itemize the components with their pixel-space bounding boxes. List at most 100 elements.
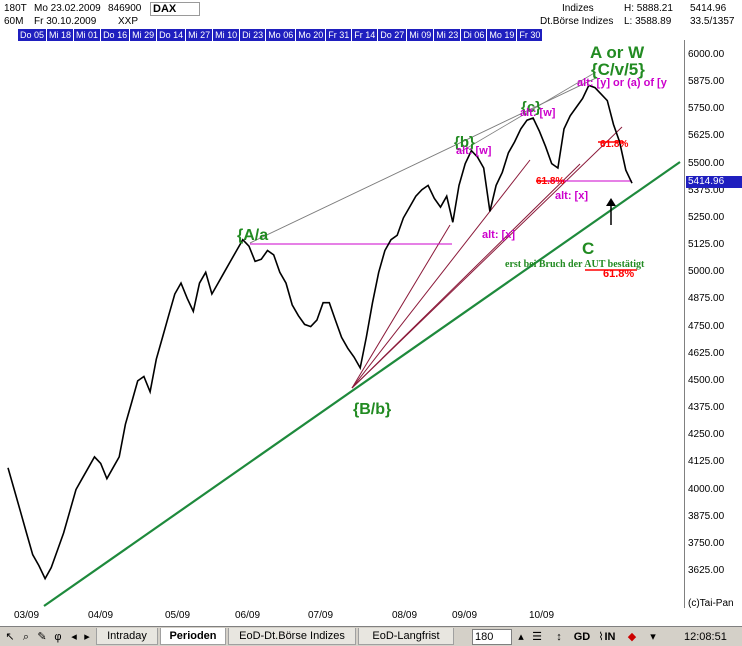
x-tick-label: 09/09 <box>452 610 478 621</box>
clock: 12:08:51 <box>684 631 727 643</box>
annotation-alt-w: alt: [w] <box>456 145 492 157</box>
annotation-alt-y: alt: [y] or (a) of [y <box>577 77 668 89</box>
in-button[interactable]: IN <box>604 631 616 643</box>
date-strip-item: Do 05 <box>18 29 47 41</box>
y-tick-label: 4750.00 <box>688 320 725 332</box>
annotation-alt-w-top: alt: [w] <box>520 107 556 119</box>
date-strip-item: Mi 01 <box>74 29 101 41</box>
pointer-tool-icon[interactable]: ↖ <box>5 631 15 643</box>
x-tick-label: 05/09 <box>165 610 191 621</box>
zoom-tool-icon[interactable]: ⌕ <box>22 631 30 643</box>
y-tick-label: 5875.00 <box>688 76 725 88</box>
scroll-left-icon[interactable]: ◂ <box>71 631 77 643</box>
to-date: Fr 30.10.2009 <box>34 16 97 27</box>
color-scheme-icon[interactable]: ◆ <box>627 631 637 643</box>
ruler-icon[interactable]: ↕ <box>556 631 562 643</box>
up-arrow-icon <box>606 198 616 225</box>
annotation-c: {c} <box>521 99 541 116</box>
tab-eod-langfrist[interactable]: EoD-Langfrist <box>358 628 454 645</box>
y-tick-label: 5250.00 <box>688 211 725 223</box>
x-tick-label: 03/09 <box>14 610 40 621</box>
group-label: Indizes <box>562 3 594 14</box>
y-tick-label: 4625.00 <box>688 347 725 359</box>
annotation-alt-x-1: alt: [x] <box>555 190 588 202</box>
y-tick-label: 5375.00 <box>688 184 725 196</box>
collapse-icon[interactable]: ▾ <box>650 631 656 643</box>
bottom-toolbar: ↖ ⌕ ✎ φ ◂ ▸ Intraday Perioden EoD-Dt.Bör… <box>0 626 742 646</box>
y-tick-label: 4125.00 <box>688 456 725 468</box>
last-price-flag: 5414.96 <box>686 176 742 189</box>
y-tick-label: 4375.00 <box>688 402 725 414</box>
annotation-aa: {A/a <box>237 227 268 244</box>
chart-header: 180T Mo 23.02.2009 846900 DAX 60M Fr 30.… <box>0 0 742 30</box>
last-price: 5414.96 <box>690 3 727 14</box>
x-tick-label: 04/09 <box>88 610 114 621</box>
annotation-b: {b} <box>454 134 475 151</box>
gd-button[interactable]: GD <box>573 631 591 643</box>
upper-channel-line-2 <box>461 71 597 152</box>
interval-label-2: 60M <box>4 16 24 27</box>
y-tick-label: 4875.00 <box>688 293 725 305</box>
date-strip-item: Fr 31 <box>326 29 352 41</box>
price-chart[interactable]: A or W {C/v/5} alt: [y] or (a) of [y {c}… <box>0 40 684 608</box>
date-strip-item: Di 23 <box>240 29 266 41</box>
time-axis: 03/09 04/09 05/09 06/09 07/09 08/09 09/09 10/09 <box>0 608 684 624</box>
price-axis: 3625.00 3750.00 3875.00 4000.00 4125.00 4250.… <box>684 40 742 608</box>
y-tick-label: 4000.00 <box>688 483 725 495</box>
x-tick-label: 07/09 <box>308 610 334 621</box>
annotation-alt-x-2: alt: [x] <box>482 229 515 241</box>
y-tick-label: 4500.00 <box>688 374 725 386</box>
low-label: L: 3588.89 <box>624 16 672 27</box>
annotation-pct-2: 61.8% <box>536 176 564 187</box>
settings-icon[interactable]: ☰ <box>532 631 542 643</box>
tab-eod-dt-boerse[interactable]: EoD-Dt.Börse Indizes <box>228 628 356 645</box>
date-strip-item: Do 14 <box>157 29 186 41</box>
annotation-cvs: {C/v/5} <box>591 60 645 79</box>
ratio-label: 33.5/1357 <box>690 16 735 27</box>
y-tick-label: 3625.00 <box>688 565 725 576</box>
date-strip-item: Fr 30 <box>517 29 543 41</box>
date-strip-item: Mo 19 <box>487 29 517 41</box>
interval-up-icon[interactable]: ▴ <box>518 631 524 643</box>
date-strip-item: Mi 27 <box>186 29 213 41</box>
annotation-a-or-w: A or W <box>590 43 645 62</box>
indicator-icon[interactable]: ⌇ <box>598 631 604 643</box>
fibonacci-tool-icon[interactable]: φ <box>54 631 62 643</box>
date-strip-item: Do 27 <box>378 29 407 41</box>
date-strip-item: Do 16 <box>101 29 130 41</box>
annotation-pct-1: 61.8% <box>600 139 628 150</box>
y-tick-label: 5750.00 <box>688 103 725 115</box>
date-strip-item: Mi 18 <box>47 29 74 41</box>
tab-perioden[interactable]: Perioden <box>160 628 226 645</box>
annotation-bb: {B/b} <box>353 401 391 418</box>
date-strip-item: Mi 29 <box>130 29 157 41</box>
upper-channel-line <box>249 77 597 244</box>
date-strip-item: Mi 23 <box>434 29 461 41</box>
date-strip-item: Mi 09 <box>407 29 434 41</box>
tab-intraday[interactable]: Intraday <box>96 628 158 645</box>
y-tick-label: 5500.00 <box>688 157 725 169</box>
x-tick-label: 08/09 <box>392 610 418 621</box>
draw-tool-icon[interactable]: ✎ <box>37 631 47 643</box>
date-strip-item: Mi 10 <box>213 29 240 41</box>
exchange-label: XXP <box>118 16 139 27</box>
copyright-label: (c)Tai-Pan <box>688 598 734 609</box>
date-strip-item: Fr 14 <box>352 29 378 41</box>
date-strip-item: Di 06 <box>461 29 487 41</box>
support-trendline <box>43 161 681 607</box>
symbol-title[interactable]: DAX <box>150 2 200 16</box>
high-label: H: 5888.21 <box>624 3 673 14</box>
interval-label: 180T <box>4 3 27 14</box>
scroll-right-icon[interactable]: ▸ <box>84 631 90 643</box>
y-tick-label: 3750.00 <box>688 537 725 549</box>
interval-select[interactable]: 180 <box>472 629 512 645</box>
from-date: Mo 23.02.2009 <box>34 3 101 14</box>
y-tick-label: 4250.00 <box>688 429 725 441</box>
date-strip: Do 05 Mi 18 Mi 01 Do 16 Mi 29 Do 14 Mi 27 Mi 10… <box>18 29 543 41</box>
y-tick-label: 5125.00 <box>688 239 725 251</box>
fan-line <box>351 224 451 389</box>
annotation-confirm: erst bei Bruch der AUT bestätigt <box>505 259 645 270</box>
date-strip-item: Mo 06 <box>266 29 296 41</box>
y-tick-label: 5000.00 <box>688 266 725 278</box>
